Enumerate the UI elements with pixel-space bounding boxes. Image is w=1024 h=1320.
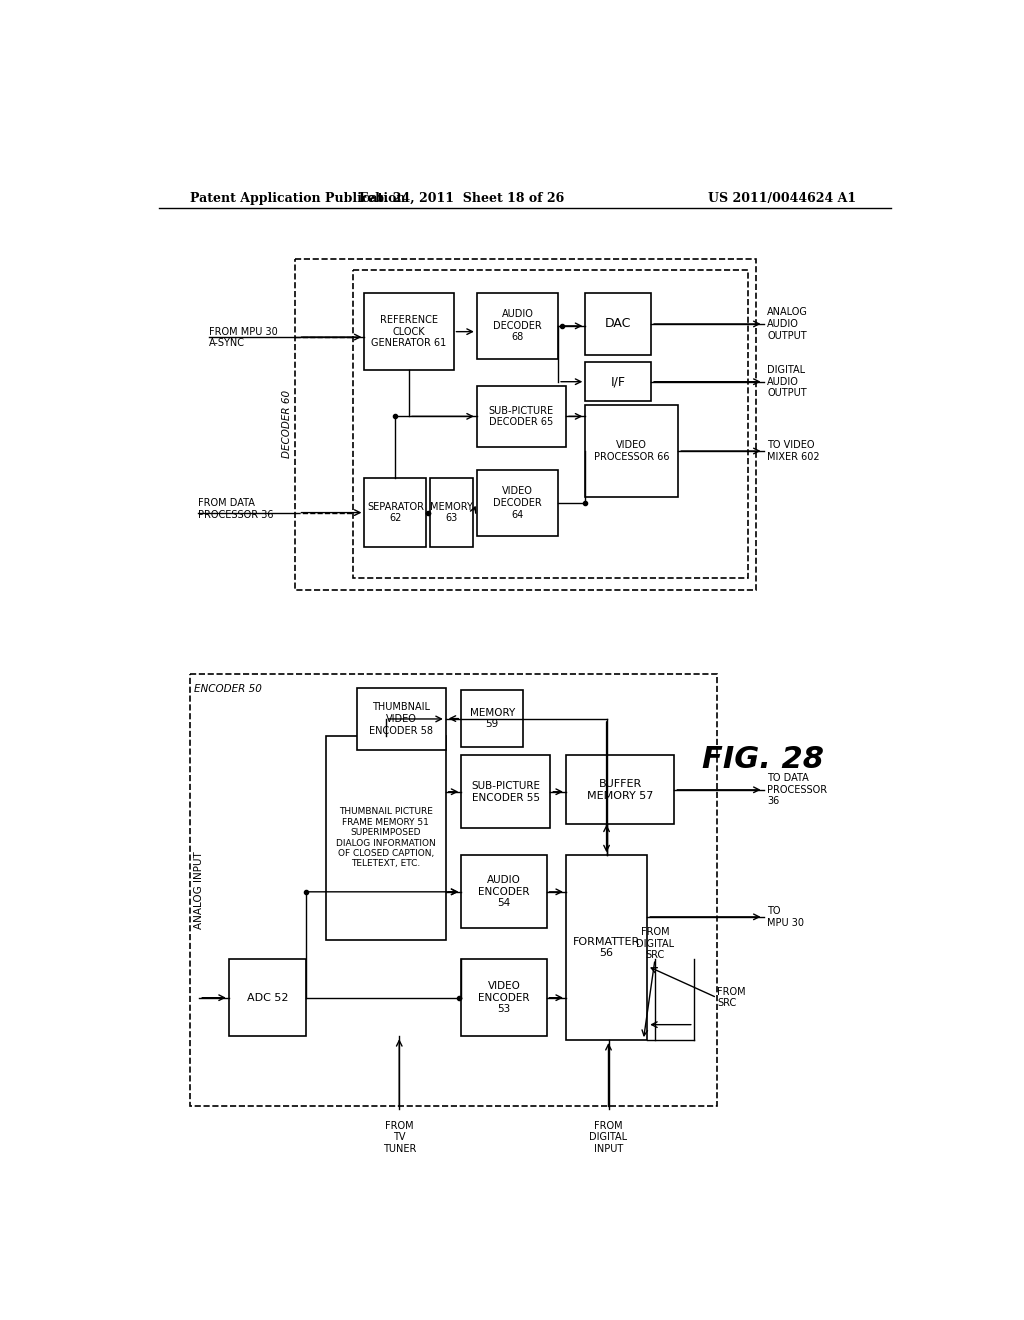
- Bar: [461, 960, 547, 1036]
- Bar: [461, 855, 547, 928]
- Text: THUMBNAIL PICTURE
FRAME MEMORY 51
SUPERIMPOSED
DIALOG INFORMATION
OF CLOSED CAPT: THUMBNAIL PICTURE FRAME MEMORY 51 SUPERI…: [336, 808, 435, 869]
- Bar: [326, 737, 445, 940]
- Text: THUMBNAIL
VIDEO
ENCODER 58: THUMBNAIL VIDEO ENCODER 58: [370, 702, 433, 735]
- Text: ENCODER 50: ENCODER 50: [194, 684, 262, 694]
- Text: MEMORY
59: MEMORY 59: [470, 708, 515, 730]
- Text: VIDEO
DECODER
64: VIDEO DECODER 64: [494, 486, 542, 520]
- Text: MEMORY
63: MEMORY 63: [430, 502, 473, 524]
- Text: TO DATA
PROCESSOR
36: TO DATA PROCESSOR 36: [767, 774, 827, 807]
- Text: AUDIO
ENCODER
54: AUDIO ENCODER 54: [478, 875, 529, 908]
- Text: ANALOG INPUT: ANALOG INPUT: [195, 851, 205, 929]
- Text: FROM
DIGITAL
INPUT: FROM DIGITAL INPUT: [590, 1121, 628, 1154]
- Text: FROM
SRC: FROM SRC: [717, 987, 745, 1008]
- Text: DAC: DAC: [605, 317, 632, 330]
- Bar: [430, 478, 473, 548]
- Bar: [461, 689, 523, 747]
- Text: VIDEO
PROCESSOR 66: VIDEO PROCESSOR 66: [594, 440, 670, 462]
- Bar: [190, 675, 717, 1106]
- Text: FORMATTER
56: FORMATTER 56: [573, 937, 640, 958]
- Bar: [461, 755, 550, 829]
- Bar: [566, 855, 647, 1040]
- Bar: [586, 293, 651, 355]
- Bar: [365, 478, 426, 548]
- Text: A-SYNC: A-SYNC: [209, 338, 246, 348]
- Text: Patent Application Publication: Patent Application Publication: [190, 191, 406, 205]
- Bar: [352, 271, 748, 578]
- Text: I/F: I/F: [610, 375, 626, 388]
- Text: ANALOG
AUDIO
OUTPUT: ANALOG AUDIO OUTPUT: [767, 308, 808, 341]
- Text: REFERENCE
CLOCK
GENERATOR 61: REFERENCE CLOCK GENERATOR 61: [372, 315, 446, 348]
- Bar: [586, 363, 651, 401]
- Text: AUDIO
DECODER
68: AUDIO DECODER 68: [494, 309, 542, 342]
- Text: BUFFER
MEMORY 57: BUFFER MEMORY 57: [587, 779, 653, 801]
- Bar: [228, 960, 306, 1036]
- Text: FROM DATA
PROCESSOR 36: FROM DATA PROCESSOR 36: [198, 498, 273, 520]
- Text: DIGITAL
AUDIO
OUTPUT: DIGITAL AUDIO OUTPUT: [767, 366, 807, 399]
- Bar: [477, 293, 558, 359]
- Bar: [356, 688, 445, 750]
- Text: VIDEO
ENCODER
53: VIDEO ENCODER 53: [478, 981, 529, 1014]
- Text: SUB-PICTURE
DECODER 65: SUB-PICTURE DECODER 65: [488, 405, 554, 428]
- Text: US 2011/0044624 A1: US 2011/0044624 A1: [709, 191, 856, 205]
- Bar: [477, 470, 558, 536]
- Bar: [566, 755, 675, 825]
- Text: FROM
DIGITAL
SRC: FROM DIGITAL SRC: [636, 927, 674, 961]
- Text: FROM MPU 30: FROM MPU 30: [209, 326, 279, 337]
- Text: FROM
TV
TUNER: FROM TV TUNER: [383, 1121, 416, 1154]
- Text: SUB-PICTURE
ENCODER 55: SUB-PICTURE ENCODER 55: [471, 781, 541, 803]
- Text: ADC 52: ADC 52: [247, 993, 288, 1003]
- Text: DECODER 60: DECODER 60: [283, 389, 292, 458]
- Text: FIG. 28: FIG. 28: [702, 744, 824, 774]
- Bar: [295, 259, 756, 590]
- Text: TO
MPU 30: TO MPU 30: [767, 906, 805, 928]
- Bar: [477, 385, 566, 447]
- Text: SEPARATOR
62: SEPARATOR 62: [367, 502, 424, 524]
- Text: Feb. 24, 2011  Sheet 18 of 26: Feb. 24, 2011 Sheet 18 of 26: [358, 191, 564, 205]
- Text: TO VIDEO
MIXER 602: TO VIDEO MIXER 602: [767, 440, 820, 462]
- Bar: [365, 293, 454, 370]
- Bar: [586, 405, 678, 498]
